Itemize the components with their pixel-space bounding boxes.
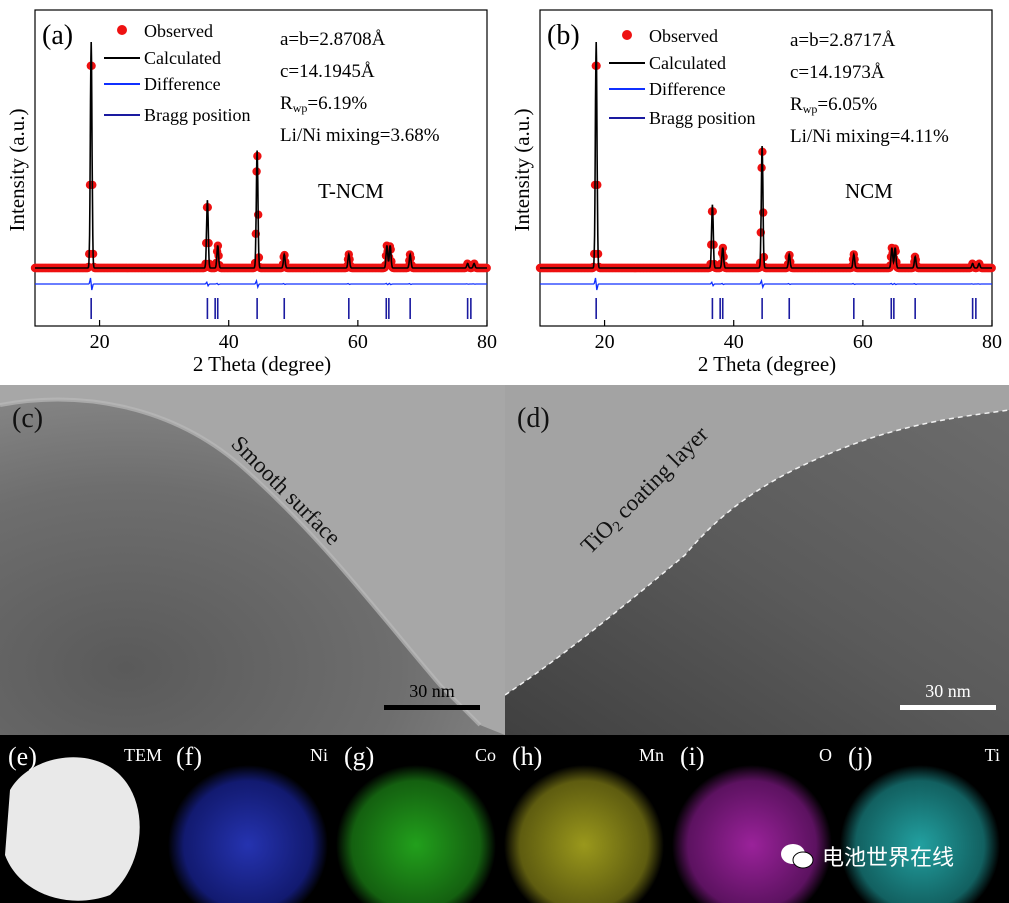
param-c: c=14.1973Å bbox=[790, 62, 885, 83]
particle-signal bbox=[840, 765, 1000, 903]
x-tick-label: 20 bbox=[595, 331, 615, 353]
x-axis-label: 2 Theta (degree) bbox=[698, 352, 836, 376]
panel-label: (e) bbox=[8, 742, 37, 771]
eds-map-g: (g) Co bbox=[336, 735, 504, 903]
param-rwp: Rwp=6.19% bbox=[280, 93, 367, 115]
particle-shape bbox=[5, 757, 140, 901]
eds-map-i: (i) O bbox=[672, 735, 840, 903]
bragg-ticks bbox=[595, 298, 977, 319]
element-label: O bbox=[819, 745, 832, 765]
xrd-chart-b: 20 40 60 80 (b) Observed Calculated Differe… bbox=[510, 9, 1002, 376]
element-label: Ni bbox=[310, 745, 328, 765]
bragg-ticks bbox=[90, 298, 472, 319]
y-axis-label: Intensity (a.u.) bbox=[510, 108, 534, 231]
particle-signal bbox=[168, 765, 328, 903]
map-i-svg: (i) O bbox=[672, 735, 840, 903]
legend-observed-marker bbox=[622, 30, 632, 40]
map-e-svg: (e) TEM bbox=[0, 735, 168, 903]
tem-c-svg: (c) Smooth surface 30 nm bbox=[0, 385, 505, 735]
panel-label: (f) bbox=[176, 742, 202, 771]
x-tick-label: 40 bbox=[219, 331, 239, 353]
scalebar-label: 30 nm bbox=[409, 681, 455, 701]
particle-signal bbox=[504, 765, 664, 903]
param-c: c=14.1945Å bbox=[280, 61, 375, 82]
x-tick-label: 60 bbox=[348, 331, 368, 353]
scalebar bbox=[384, 705, 480, 710]
difference-line bbox=[540, 277, 992, 291]
legend-observed: Observed bbox=[144, 21, 213, 41]
x-ticks: 20 40 60 80 bbox=[90, 320, 497, 353]
map-g-svg: (g) Co bbox=[336, 735, 504, 903]
element-label: TEM bbox=[124, 745, 162, 765]
x-tick-label: 80 bbox=[982, 331, 1002, 353]
coating-dashed-line bbox=[505, 409, 1009, 696]
scalebar-label: 30 nm bbox=[925, 681, 971, 701]
panel-label: (h) bbox=[512, 742, 542, 771]
param-rwp: Rwp=6.05% bbox=[790, 94, 877, 116]
particle-signal bbox=[672, 765, 832, 903]
map-j-svg: (j) Ti bbox=[840, 735, 1009, 903]
param-mixing: Li/Ni mixing=3.68% bbox=[280, 125, 440, 146]
legend-observed-marker bbox=[117, 25, 127, 35]
panel-label: (i) bbox=[680, 742, 705, 771]
x-ticks: 20 40 60 80 bbox=[595, 320, 1002, 353]
element-label: Co bbox=[475, 745, 496, 765]
legend-bragg: Bragg position bbox=[649, 108, 756, 128]
x-tick-label: 80 bbox=[477, 331, 497, 353]
sample-name: T-NCM bbox=[318, 179, 384, 203]
sample-name: NCM bbox=[845, 179, 893, 203]
plot-frame bbox=[34, 9, 488, 327]
x-tick-label: 60 bbox=[853, 331, 873, 353]
xrd-panel-a: 20 40 60 80 (a) Observed Calculated Differe… bbox=[0, 0, 505, 385]
element-label: Mn bbox=[639, 745, 664, 765]
scalebar bbox=[900, 705, 996, 710]
legend-calculated: Calculated bbox=[649, 53, 726, 73]
map-h-svg: (h) Mn bbox=[504, 735, 672, 903]
element-label: Ti bbox=[985, 745, 1000, 765]
tem-image-d: (d) TiO2 coating layer 30 nm bbox=[505, 385, 1009, 735]
legend-calculated: Calculated bbox=[144, 48, 221, 68]
legend-difference: Difference bbox=[144, 74, 221, 94]
peak-markers bbox=[30, 41, 491, 291]
particle-signal bbox=[336, 765, 496, 903]
panel-label: (c) bbox=[12, 403, 43, 434]
watermark: 电池世界在线 bbox=[780, 840, 954, 872]
param-ab: a=b=2.8717Å bbox=[790, 30, 896, 51]
eds-map-f: (f) Ni bbox=[168, 735, 336, 903]
difference-line bbox=[35, 277, 487, 291]
x-tick-label: 20 bbox=[90, 331, 110, 353]
legend-bragg: Bragg position bbox=[144, 105, 251, 125]
y-axis-label: Intensity (a.u.) bbox=[5, 108, 29, 231]
wechat-icon bbox=[781, 844, 814, 869]
legend-difference: Difference bbox=[649, 79, 726, 99]
plot-frame bbox=[539, 9, 993, 327]
panel-label: (d) bbox=[517, 403, 550, 434]
eds-map-h: (h) Mn bbox=[504, 735, 672, 903]
legend-observed: Observed bbox=[649, 26, 718, 46]
particle bbox=[505, 410, 1009, 735]
x-axis-label: 2 Theta (degree) bbox=[193, 352, 331, 376]
panel-label: (a) bbox=[42, 20, 73, 51]
param-ab: a=b=2.8708Å bbox=[280, 29, 386, 50]
xrd-chart-a: 20 40 60 80 (a) Observed Calculated Differe… bbox=[5, 9, 497, 376]
watermark-text: 电池世界在线 bbox=[822, 846, 955, 871]
peak-markers bbox=[535, 41, 996, 291]
tem-d-svg: (d) TiO2 coating layer 30 nm bbox=[505, 385, 1009, 735]
param-mixing: Li/Ni mixing=4.11% bbox=[790, 126, 949, 147]
map-f-svg: (f) Ni bbox=[168, 735, 336, 903]
particle bbox=[0, 399, 505, 735]
tem-image-c: (c) Smooth surface 30 nm bbox=[0, 385, 505, 735]
panel-label: (g) bbox=[344, 742, 374, 771]
xrd-panel-b: 20 40 60 80 (b) Observed Calculated Differe… bbox=[505, 0, 1009, 385]
panel-label: (b) bbox=[547, 20, 580, 51]
surface-edge bbox=[0, 397, 482, 727]
calculated-line bbox=[540, 41, 992, 269]
eds-map-e: (e) TEM bbox=[0, 735, 168, 903]
panel-label: (j) bbox=[848, 742, 873, 771]
eds-map-j: (j) Ti bbox=[840, 735, 1009, 903]
x-tick-label: 40 bbox=[724, 331, 744, 353]
calculated-line bbox=[35, 41, 487, 269]
